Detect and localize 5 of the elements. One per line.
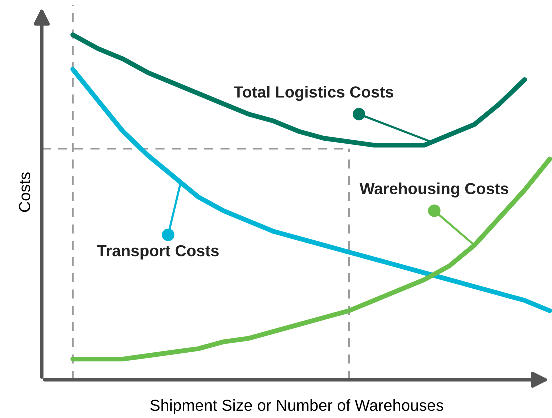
series-label: Warehousing Costs (360, 182, 509, 198)
legend-label: Transport Costs (97, 245, 219, 260)
series-label: Total Logistics Costs (234, 86, 394, 102)
y-axis-title: Costs (19, 172, 31, 212)
x-axis-title: Shipment Size or Number of Warehouses (150, 399, 444, 414)
